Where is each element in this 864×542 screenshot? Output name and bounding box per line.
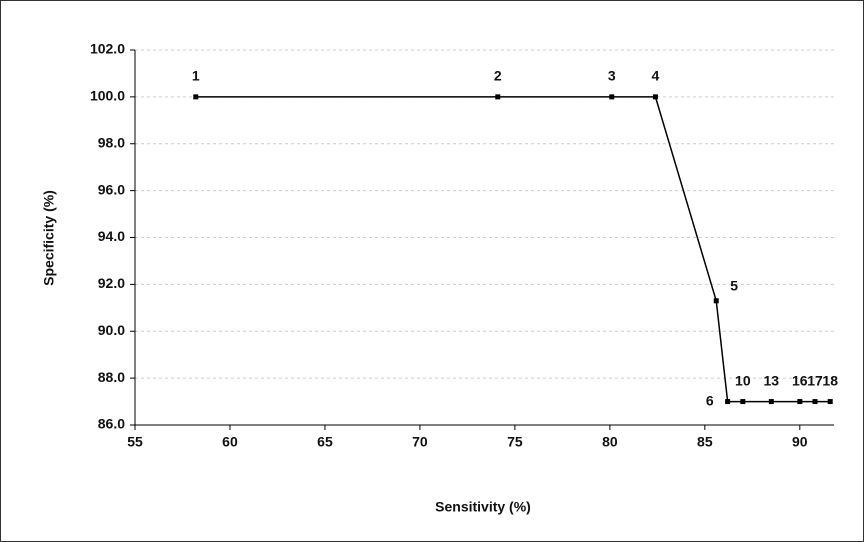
x-axis-label: Sensitivity (%) bbox=[435, 499, 531, 515]
y-tick-label: 100.0 bbox=[90, 88, 125, 104]
x-tick-label: 75 bbox=[507, 434, 523, 450]
x-tick-label: 60 bbox=[222, 434, 238, 450]
point-label: 2 bbox=[494, 68, 502, 84]
y-tick-label: 96.0 bbox=[98, 181, 125, 197]
point-label: 13 bbox=[764, 372, 780, 388]
x-tick-label: 70 bbox=[412, 434, 428, 450]
point bbox=[725, 399, 731, 405]
x-tick-label: 55 bbox=[127, 434, 143, 450]
y-tick-label: 94.0 bbox=[98, 228, 125, 244]
y-axis-label: Specificity (%) bbox=[41, 190, 57, 286]
point-label: 18 bbox=[822, 372, 838, 388]
point-label: 6 bbox=[706, 392, 714, 408]
y-tick-label: 86.0 bbox=[98, 416, 125, 432]
y-tick-label: 92.0 bbox=[98, 275, 125, 291]
point-label: 10 bbox=[735, 372, 751, 388]
y-tick-label: 98.0 bbox=[98, 134, 125, 150]
point-label: 17 bbox=[807, 372, 823, 388]
point-label: 4 bbox=[652, 68, 660, 84]
point bbox=[827, 399, 833, 405]
point-label: 16 bbox=[792, 372, 808, 388]
point bbox=[652, 94, 658, 100]
point bbox=[740, 399, 746, 405]
point bbox=[812, 399, 818, 405]
x-tick-label: 90 bbox=[792, 434, 808, 450]
point-label: 5 bbox=[730, 277, 738, 293]
point bbox=[768, 399, 774, 405]
x-tick-label: 65 bbox=[317, 434, 333, 450]
x-tick-label: 85 bbox=[697, 434, 713, 450]
point bbox=[609, 94, 615, 100]
point-label: 3 bbox=[608, 68, 616, 84]
point bbox=[193, 94, 199, 100]
x-tick-label: 80 bbox=[602, 434, 618, 450]
y-tick-label: 102.0 bbox=[90, 41, 125, 57]
point bbox=[495, 94, 501, 100]
y-tick-label: 90.0 bbox=[98, 322, 125, 338]
point bbox=[713, 298, 719, 304]
y-tick-label: 88.0 bbox=[98, 369, 125, 385]
point bbox=[797, 399, 803, 405]
point-label: 1 bbox=[192, 68, 200, 84]
